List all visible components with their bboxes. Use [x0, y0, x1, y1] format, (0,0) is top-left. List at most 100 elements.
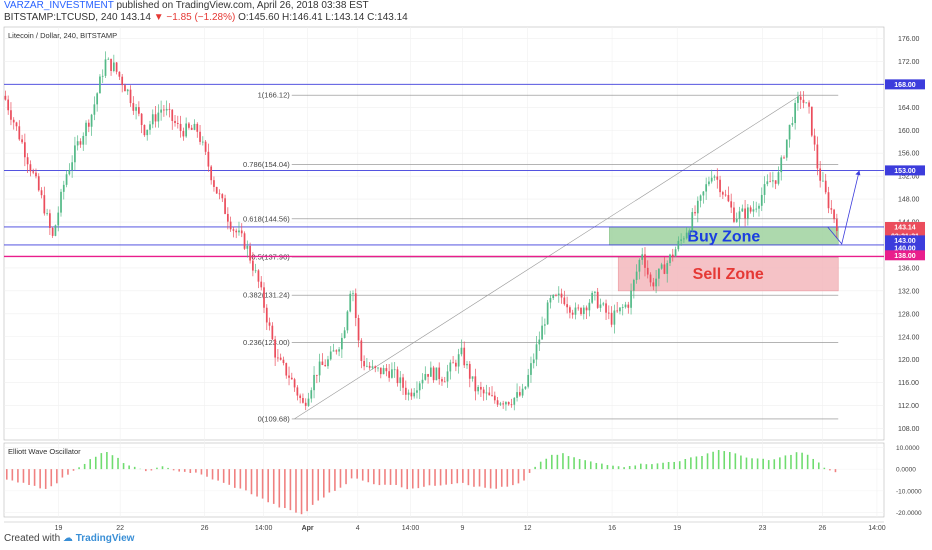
candle-body — [338, 349, 340, 352]
candle-body — [538, 339, 541, 345]
candle-body — [193, 123, 196, 130]
candle-body — [658, 268, 660, 279]
candle-body — [646, 267, 649, 275]
tradingview-logo-icon: ☁ — [62, 533, 73, 544]
candle-body — [813, 135, 816, 145]
candle-body — [399, 377, 402, 384]
candle-body — [146, 129, 149, 136]
fib-label: 0(109.68) — [258, 414, 291, 423]
candle-body — [296, 387, 299, 396]
price-chart[interactable]: 176.00 172.00 168.00 164.00 160.00 156.00 152.… — [0, 0, 932, 532]
candle-body — [649, 274, 652, 283]
y-tick-label: 156.00 — [898, 151, 920, 158]
candle-body — [346, 311, 349, 331]
ohlc-low: L:143.14 — [325, 12, 365, 23]
candle-body — [785, 139, 788, 158]
x-tick-label: Apr — [302, 525, 314, 532]
candle-body — [480, 386, 482, 390]
candle-body — [424, 374, 427, 380]
candle-body — [808, 102, 810, 107]
tradingview-brand[interactable]: TradingView — [75, 533, 135, 544]
candle-body — [168, 108, 171, 110]
candle-body — [532, 359, 535, 364]
candle-body — [507, 402, 510, 405]
candle-body — [721, 192, 724, 195]
candle-body — [574, 307, 577, 315]
candle-body — [265, 307, 268, 323]
candle-body — [96, 93, 99, 105]
candle-body — [321, 361, 324, 365]
candle-body — [674, 249, 677, 257]
candle-body — [74, 145, 76, 163]
candle-body — [46, 213, 48, 215]
candle-body — [40, 190, 43, 196]
candle-body — [624, 304, 627, 308]
candle-body — [93, 104, 96, 115]
candle-body — [441, 379, 443, 382]
candle-body — [371, 366, 374, 368]
candle-body — [708, 181, 710, 185]
fib-label: 0.786(154.04) — [243, 160, 290, 169]
author-link[interactable]: VARZAR_INVESTMENT — [4, 0, 114, 11]
price-label-text: 168.00 — [894, 82, 916, 89]
y-tick-label: 148.00 — [898, 197, 920, 204]
candle-body — [315, 374, 318, 376]
candle-body — [766, 181, 769, 185]
candle-body — [610, 312, 613, 325]
candle-body — [35, 172, 37, 177]
candle-body — [627, 304, 630, 308]
candle-body — [182, 131, 185, 137]
candle-body — [663, 264, 666, 274]
candle-body — [546, 302, 549, 325]
x-tick-label: 19 — [55, 525, 63, 532]
candle-body — [402, 377, 404, 388]
candle-body — [769, 181, 771, 183]
candle-body — [516, 392, 518, 398]
candle-body — [199, 131, 201, 142]
candle-body — [140, 113, 143, 125]
x-tick-label: 9 — [461, 525, 465, 532]
candle-body — [427, 374, 429, 377]
candle-body — [65, 174, 68, 185]
candle-body — [215, 186, 218, 194]
candle-body — [257, 270, 260, 282]
candle-body — [160, 109, 162, 113]
candle-body — [174, 120, 176, 124]
candle-body — [713, 176, 716, 178]
candle-body — [138, 107, 140, 114]
candle-body — [354, 293, 357, 319]
symbol-line: BITSTAMP:LTCUSD, 240 143.14 ▼ −1.85 (−1.… — [4, 12, 408, 23]
candle-body — [460, 347, 463, 355]
candle-body — [530, 363, 532, 375]
candle-body — [413, 392, 416, 397]
candle-body — [488, 392, 491, 396]
published-text: published on TradingView.com, April 26, … — [116, 0, 369, 11]
candle-body — [165, 108, 168, 111]
candle-body — [635, 271, 638, 280]
price-label-text: 143.14 — [894, 225, 916, 232]
candle-body — [10, 110, 12, 120]
candle-body — [226, 213, 229, 222]
candle-body — [26, 157, 29, 165]
candle-body — [524, 386, 527, 389]
price-label-box — [885, 235, 925, 246]
candle-body — [783, 157, 785, 159]
candle-body — [760, 194, 763, 206]
candle-body — [557, 293, 560, 296]
candle-body — [716, 176, 719, 180]
ohlc-high: H:146.41 — [282, 12, 323, 23]
candle-body — [49, 213, 51, 228]
candle-body — [418, 383, 421, 391]
candle-body — [505, 402, 507, 405]
candle-body — [691, 212, 694, 231]
osc-tick-label: 10.0000 — [896, 445, 920, 452]
candle-body — [188, 123, 190, 128]
candle-body — [388, 371, 391, 378]
candle-body — [293, 379, 296, 388]
candle-body — [644, 254, 646, 268]
candle-body — [794, 102, 796, 124]
candle-body — [112, 62, 115, 71]
candle-body — [443, 381, 446, 383]
y-tick-label: 120.00 — [898, 357, 920, 364]
candle-body — [527, 374, 530, 387]
